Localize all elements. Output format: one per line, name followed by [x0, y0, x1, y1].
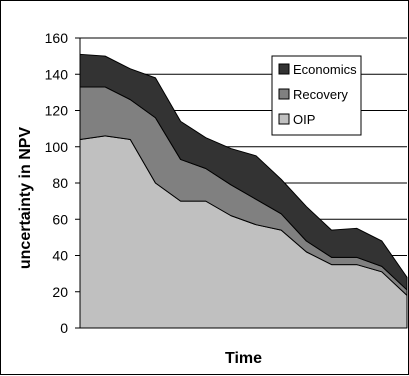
y-tick-label: 20 [52, 284, 68, 300]
y-tick-label: 80 [52, 175, 68, 191]
legend-swatch-oip [278, 113, 290, 125]
legend-swatch-recovery [278, 88, 290, 100]
legend-swatch-economics [278, 63, 290, 75]
y-tick-label: 140 [45, 66, 69, 82]
y-tick-label: 60 [52, 211, 68, 227]
legend-label-recovery: Recovery [293, 87, 348, 102]
x-axis-title: Time [225, 350, 262, 367]
axes [75, 37, 407, 329]
series-areas [79, 53, 408, 329]
y-tick-label: 160 [45, 30, 69, 46]
y-tick-labels: 0 20 40 60 80 100 120 140 160 [45, 30, 69, 336]
y-tick-label: 100 [45, 139, 69, 155]
legend-label-oip: OIP [293, 112, 315, 127]
y-axis-title: uncertainty in NPV [17, 127, 34, 270]
legend: Economics Recovery OIP [271, 55, 362, 136]
y-tick-label: 0 [60, 320, 68, 336]
legend-label-economics: Economics [293, 62, 357, 77]
y-tick-label: 120 [45, 103, 69, 119]
y-tick-label: 40 [52, 248, 68, 264]
series-area-economics [79, 53, 408, 291]
